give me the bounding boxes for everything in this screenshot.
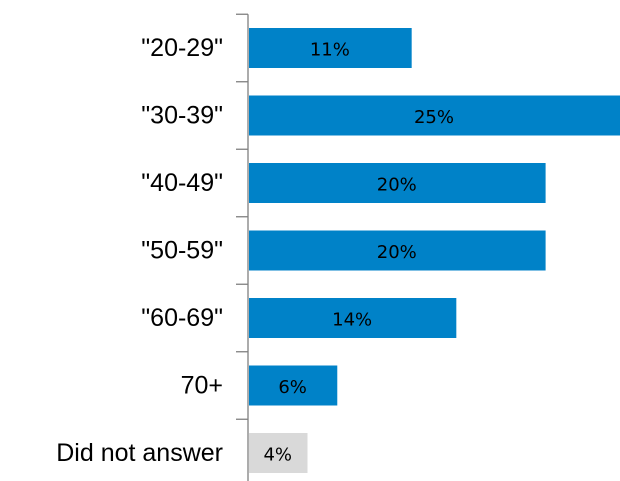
category-labels: "20-29" "30-39" "40-49" "50-59" "60-69" 70+ Di…	[56, 34, 223, 467]
bar-5	[249, 365, 338, 406]
value-label-5: 6%	[278, 377, 307, 398]
bar-3	[249, 230, 546, 271]
bar-6	[249, 433, 308, 473]
category-label-1: "30-39"	[141, 102, 223, 130]
value-label-6: 4%	[263, 445, 292, 466]
bars-layer	[249, 28, 620, 473]
y-axis	[236, 13, 249, 481]
category-label-4: "60-69"	[141, 304, 223, 332]
value-label-2: 20%	[377, 175, 417, 196]
value-label-0: 11%	[310, 40, 350, 61]
bar-4	[249, 298, 457, 338]
value-label-3: 20%	[377, 242, 417, 263]
category-label-2: "40-49"	[141, 169, 223, 197]
value-label-4: 14%	[332, 310, 372, 331]
value-label-1: 25%	[414, 107, 454, 128]
value-labels: 11% 25% 20% 20% 14% 6% 4%	[263, 40, 454, 466]
bar-0	[249, 28, 412, 68]
category-label-0: "20-29"	[141, 34, 223, 62]
category-label-5: 70+	[181, 372, 223, 400]
bar-2	[249, 163, 546, 203]
category-label-3: "50-59"	[141, 237, 223, 265]
bar-1	[249, 95, 620, 136]
category-label-6: Did not answer	[56, 439, 223, 467]
